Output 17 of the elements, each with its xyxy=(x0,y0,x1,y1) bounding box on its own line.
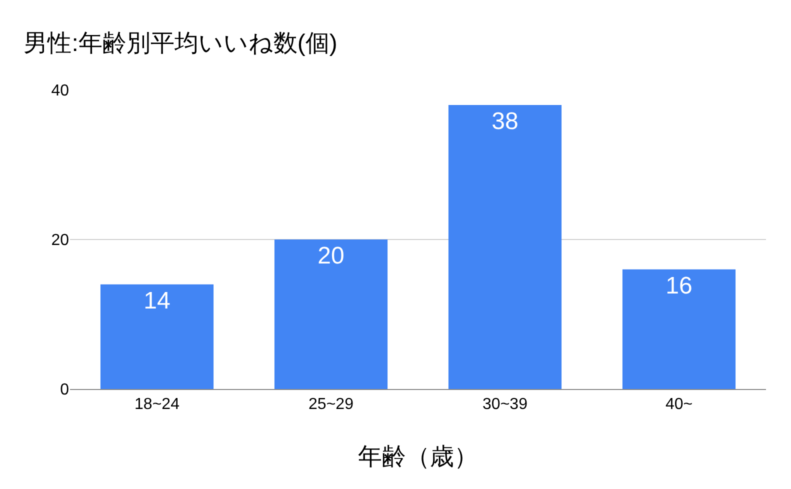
bar xyxy=(274,240,388,389)
x-tick-label: 25~29 xyxy=(308,396,354,414)
y-tick-label: 0 xyxy=(60,382,70,399)
y-tick-label: 40 xyxy=(51,82,70,100)
data-label: 20 xyxy=(318,242,344,270)
data-label: 38 xyxy=(492,108,518,135)
chart-title: 男性:年齢別平均いいね数(個) xyxy=(24,30,338,58)
x-tick-label: 18~24 xyxy=(134,396,180,414)
y-tick-label: 20 xyxy=(51,232,70,250)
x-tick-label: 30~39 xyxy=(482,396,528,414)
data-label: 14 xyxy=(144,287,170,314)
bar xyxy=(622,269,736,389)
bar xyxy=(448,104,562,389)
x-axis-title: 年齢（歳） xyxy=(358,444,478,470)
bar xyxy=(100,284,214,389)
data-label: 16 xyxy=(666,272,692,300)
x-tick-label: 40~ xyxy=(665,396,693,414)
